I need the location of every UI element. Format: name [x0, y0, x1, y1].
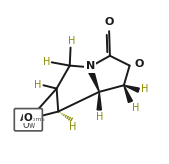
Polygon shape: [124, 85, 139, 92]
Text: H: H: [68, 122, 76, 132]
Text: O: O: [104, 17, 114, 27]
Text: w: w: [29, 121, 35, 130]
Text: H: H: [43, 57, 50, 67]
Text: O: O: [24, 113, 33, 123]
Text: H: H: [96, 112, 103, 122]
Text: toms: toms: [30, 117, 45, 122]
Polygon shape: [97, 92, 101, 110]
Text: H: H: [34, 80, 42, 90]
Text: O: O: [134, 59, 144, 69]
Text: O: O: [22, 121, 29, 130]
Text: H: H: [141, 84, 148, 94]
Text: H: H: [68, 36, 75, 46]
Polygon shape: [124, 85, 132, 102]
Text: A: A: [20, 114, 27, 123]
Polygon shape: [86, 66, 99, 92]
FancyBboxPatch shape: [14, 109, 42, 131]
Text: H: H: [132, 103, 139, 113]
Text: N: N: [86, 62, 95, 71]
